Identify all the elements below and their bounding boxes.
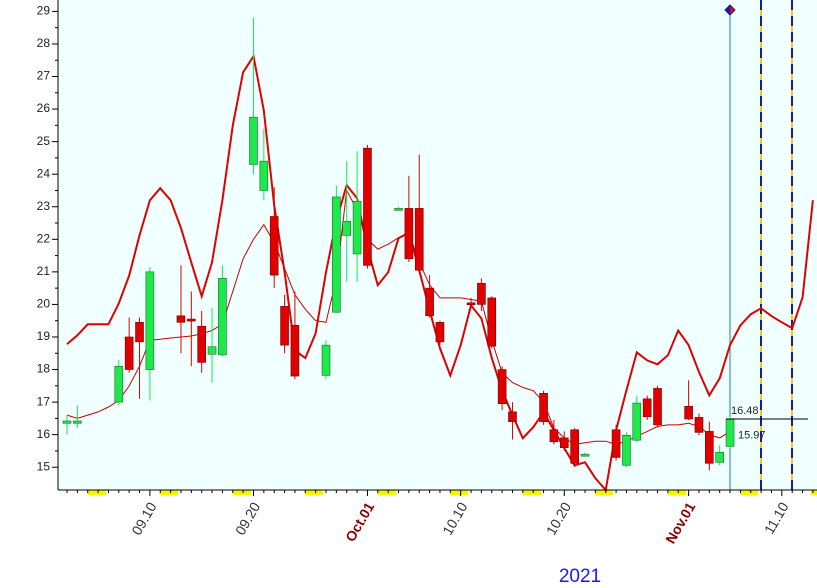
y-tick-label: 28 [37,36,51,50]
weekend-marker [668,490,686,495]
x-tick-label: 11.10 [761,499,792,537]
weekend-marker [523,490,541,495]
candle-body [187,318,196,322]
candle-body [249,116,258,165]
x-axis-label: 2021 [559,566,601,587]
x-tick-label: 10.10 [439,499,470,538]
y-tick-label: 21 [37,264,51,278]
candle-body [135,322,144,343]
weekend-marker [450,490,468,495]
candle-body [466,302,476,306]
candle-body [218,278,227,356]
weekend-marker [595,490,613,495]
candle-body [508,411,517,422]
candle-body [363,147,372,266]
weekend-markers [88,490,817,495]
x-tick-label: 09.10 [128,499,159,538]
price-label: 15.97 [738,430,766,442]
candle-body [487,297,497,347]
candle-body [497,369,507,405]
y-tick-label: 25 [37,134,51,148]
candle-body [549,429,559,443]
y-tick-label: 29 [37,4,51,18]
candle-body [73,420,82,424]
y-tick-label: 22 [37,231,51,245]
candle-body [425,287,434,317]
x-tick-label: Oct.01 [342,499,377,544]
candle-body [404,208,414,260]
candle-body [725,418,735,447]
x-tick-label: 10.20 [543,499,574,538]
candle-body [622,435,631,466]
candle-body [197,325,206,363]
y-tick-label: 19 [37,329,51,343]
candle-body [715,451,724,463]
candle-body [539,393,548,422]
y-tick-label: 18 [37,362,51,376]
y-tick-label: 24 [37,166,51,180]
candle-body [694,417,704,433]
candle-body [207,346,217,355]
candle-body [580,453,590,457]
weekend-marker [160,490,178,495]
candle-body [684,406,693,420]
candle-body [332,196,341,313]
candle-body [477,282,486,305]
candle-body [62,420,72,424]
candle-body [642,398,652,418]
candle-body [124,336,134,370]
price-label: 16.48 [731,405,759,417]
candle-body [342,221,352,236]
x-tick-label: 09.20 [232,499,263,538]
y-tick-label: 16 [37,427,51,441]
weekend-marker [378,490,396,495]
candle-body [269,216,279,276]
candle-body [570,429,579,464]
y-tick-label: 27 [37,69,51,83]
plot-area [58,0,817,490]
y-tick-label: 17 [37,394,51,408]
weekend-marker [305,490,323,495]
candle-body [176,315,186,323]
candle-body [352,200,362,255]
y-tick-label: 15 [37,459,51,473]
y-tick-label: 20 [37,297,51,311]
y-tick-label: 26 [37,101,51,115]
x-tick-label: Nov.01 [662,499,698,546]
candle-body [394,208,403,211]
candle-body [145,271,155,370]
candle-body [632,402,642,441]
candle-body [114,365,124,403]
candle-body [705,431,714,464]
candle-body [653,388,662,426]
y-tick-label: 23 [37,199,51,213]
weekend-marker [233,490,251,495]
weekend-marker [88,490,106,495]
candle-body [321,344,331,376]
candle-body [611,429,621,458]
candle-body [280,306,289,346]
candle-body [559,437,569,448]
cursor-diamond [725,5,730,15]
line-series [66,53,814,493]
weekend-marker [811,490,817,495]
marks [62,17,814,493]
candle-body [414,208,424,271]
candle-body [290,324,300,377]
weekend-marker [740,490,758,495]
candle-body [435,322,445,343]
candle-body [259,160,269,191]
